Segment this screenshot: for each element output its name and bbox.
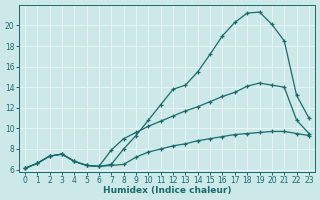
X-axis label: Humidex (Indice chaleur): Humidex (Indice chaleur) xyxy=(103,186,231,195)
